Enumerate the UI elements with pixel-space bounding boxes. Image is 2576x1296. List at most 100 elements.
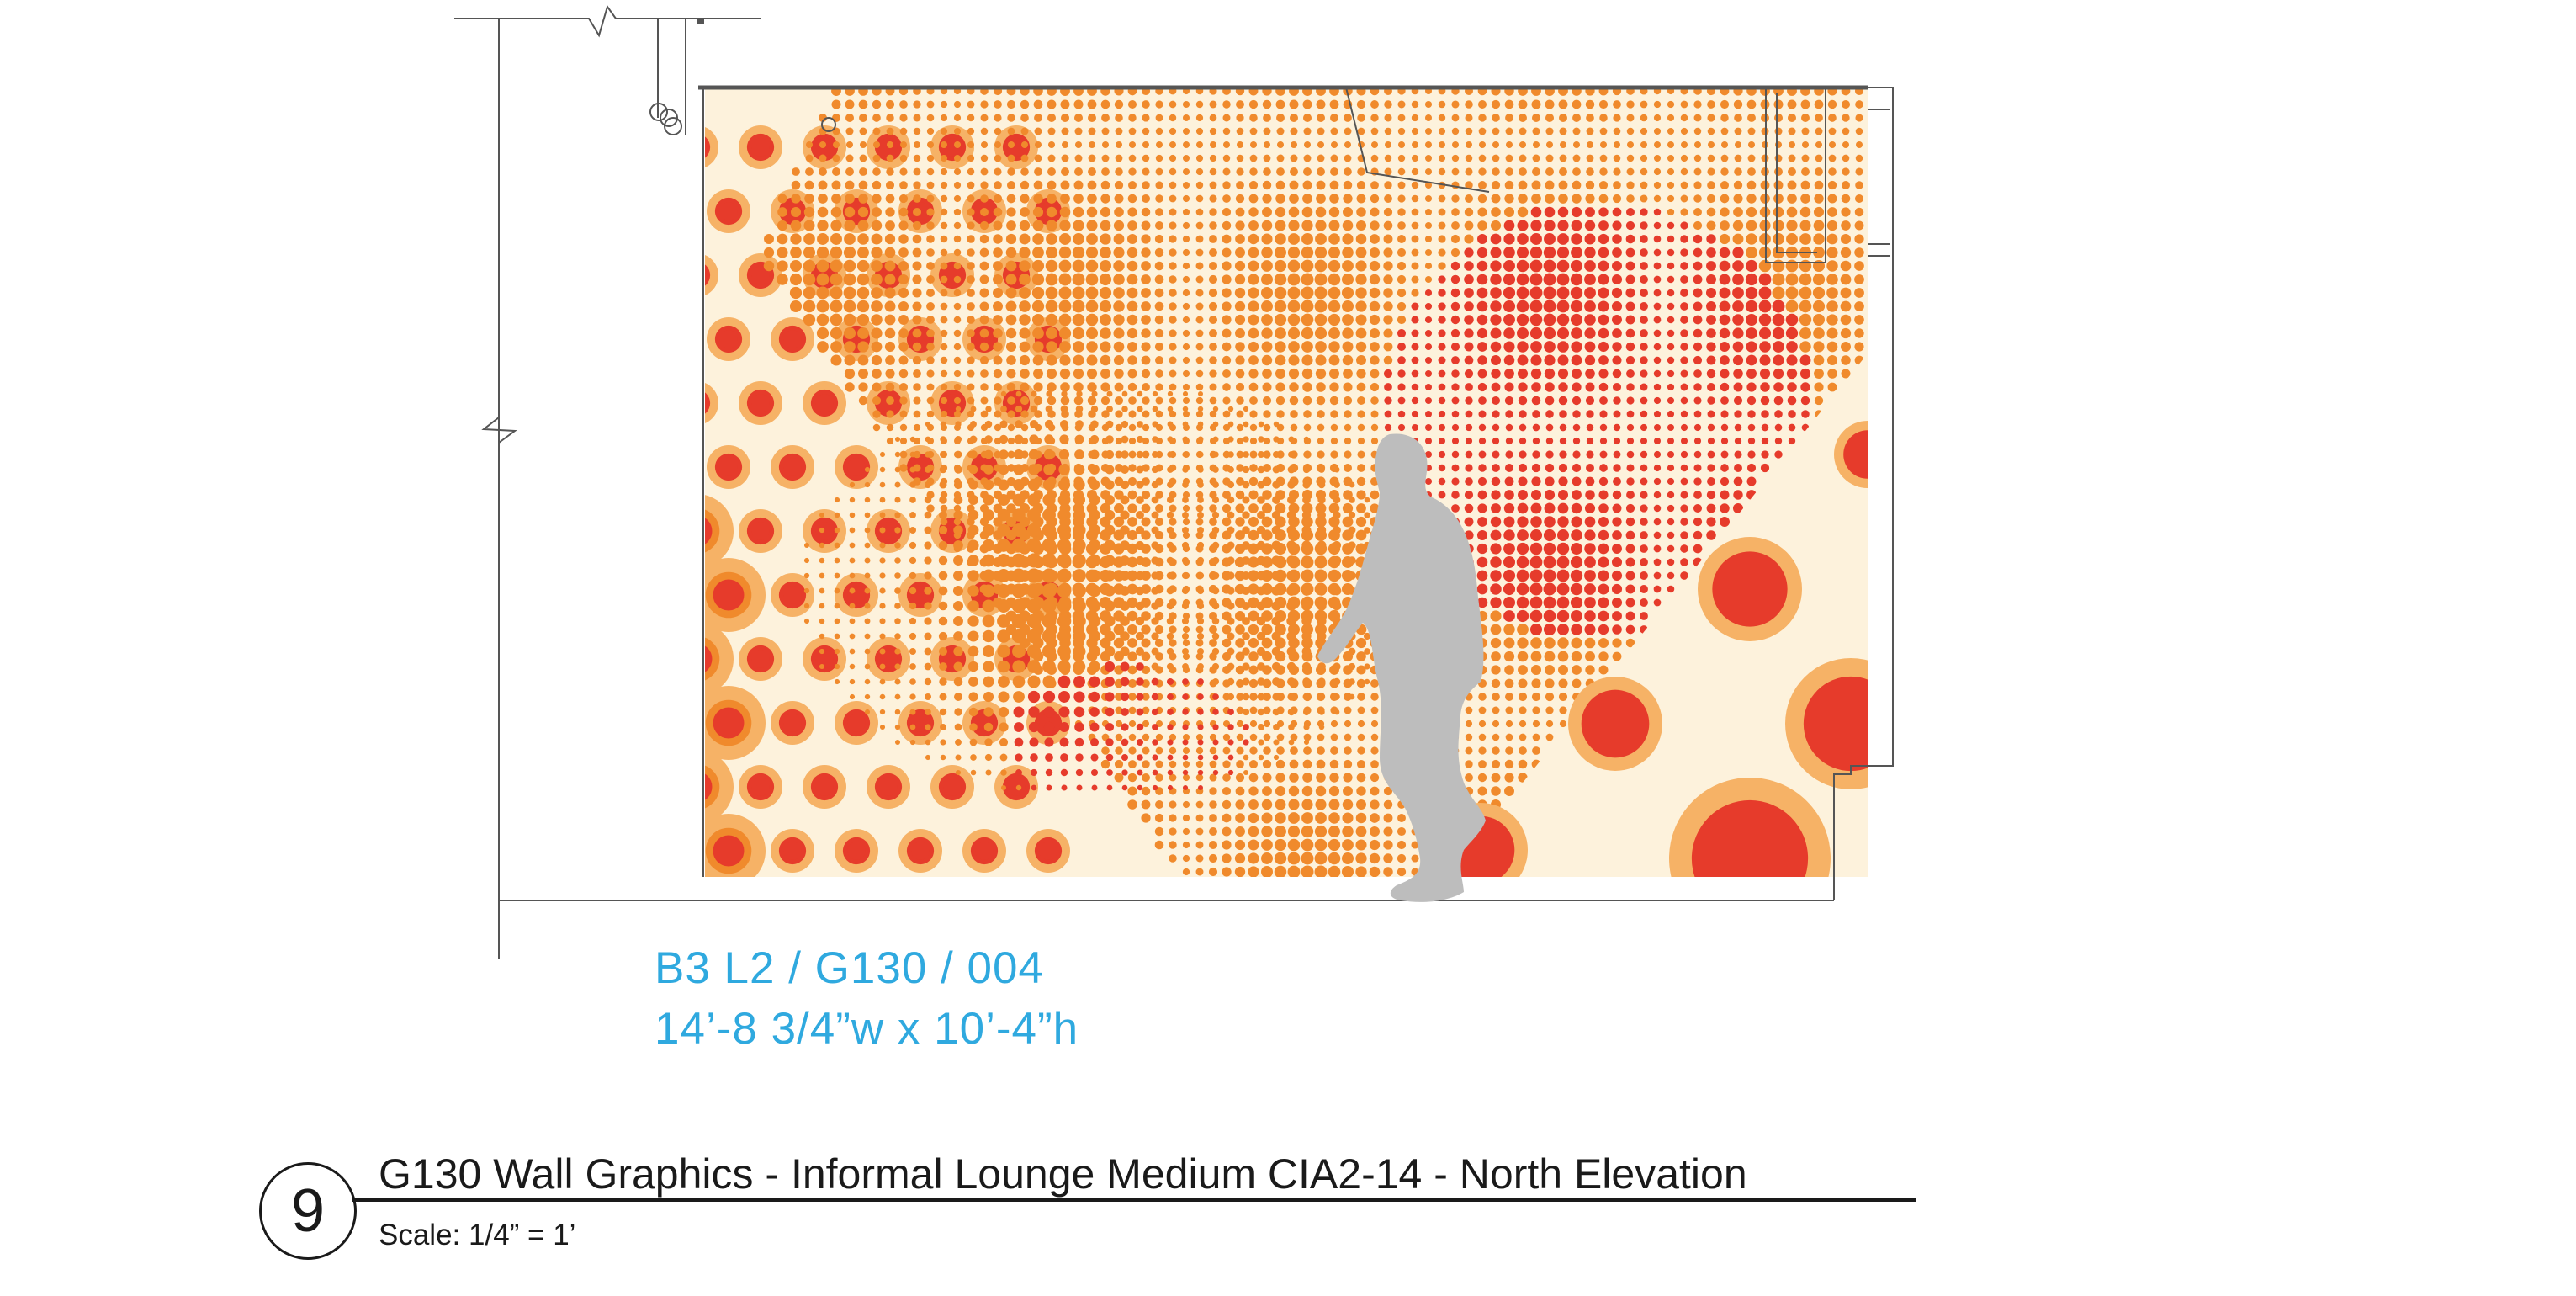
halftone-dot <box>967 127 975 135</box>
halftone-dot <box>1332 540 1342 550</box>
halftone-dot <box>1045 405 1053 413</box>
halftone-dot <box>1626 491 1635 499</box>
halftone-dot <box>1598 233 1609 245</box>
halftone-dot <box>1707 141 1715 149</box>
halftone-dot <box>1000 390 1007 397</box>
halftone-dot <box>1101 114 1110 122</box>
halftone-dot <box>1142 383 1150 391</box>
halftone-dot <box>1242 632 1250 640</box>
halftone-dot <box>1464 355 1474 365</box>
halftone-dot <box>1707 154 1715 162</box>
halftone-dot <box>1438 410 1446 418</box>
halftone-dot <box>1801 154 1810 162</box>
halftone-dot <box>1030 753 1038 762</box>
halftone-dot <box>1169 208 1177 216</box>
halftone-dot <box>1288 451 1295 458</box>
halftone-dot <box>1653 491 1662 499</box>
halftone-dot <box>1317 555 1327 566</box>
halftone-dot <box>1478 141 1487 149</box>
halftone-dot <box>1075 405 1084 413</box>
halftone-dot <box>1141 247 1151 258</box>
halftone-dot <box>1667 208 1675 216</box>
halftone-dot <box>1667 504 1675 513</box>
halftone-dot <box>864 693 871 700</box>
halftone-dot <box>1045 753 1053 762</box>
halftone-dot <box>1301 661 1312 672</box>
halftone-dot <box>803 557 810 564</box>
halftone-dot <box>1276 746 1285 755</box>
halftone-dot <box>1057 583 1072 598</box>
halftone-dot <box>938 601 948 611</box>
halftone-dot <box>1667 181 1675 189</box>
halftone-dot <box>1464 274 1474 284</box>
halftone-dot <box>1814 180 1824 190</box>
halftone-dot <box>1464 503 1474 513</box>
halftone-dot <box>1236 706 1244 714</box>
halftone-dot <box>1151 465 1159 474</box>
halftone-dot <box>1342 300 1354 312</box>
halftone-dot <box>1026 553 1042 568</box>
halftone-dot <box>1286 555 1296 566</box>
halftone-dot <box>864 542 871 549</box>
halftone-dot <box>1182 512 1189 518</box>
halftone-dot <box>1598 556 1609 568</box>
halftone-dot <box>1182 167 1190 176</box>
halftone-dot <box>1586 423 1594 432</box>
halftone-dot <box>1073 629 1086 643</box>
halftone-dot <box>1014 737 1024 747</box>
halftone-dot <box>1169 154 1177 162</box>
halftone-dot <box>1504 382 1514 392</box>
halftone-dot <box>997 614 1010 628</box>
halftone-dot <box>1236 100 1244 109</box>
halftone-dot <box>1318 451 1325 458</box>
halftone-dot <box>1020 180 1030 190</box>
halftone-dot <box>1087 194 1097 204</box>
halftone-dot <box>1046 784 1052 791</box>
halftone-dot <box>845 127 854 135</box>
halftone-dot <box>1424 302 1433 311</box>
halftone-dot <box>1127 476 1137 486</box>
halftone-dot <box>1019 300 1031 312</box>
halftone-dot <box>980 127 989 135</box>
halftone-dot <box>1089 494 1100 506</box>
halftone-dot <box>1613 410 1621 418</box>
halftone-dot <box>1585 207 1595 217</box>
halftone-dot <box>1450 288 1460 298</box>
halftone-dot <box>1209 167 1217 176</box>
halftone-dot <box>1046 341 1057 353</box>
halftone-dot <box>1242 526 1250 534</box>
halftone-dot <box>1011 598 1026 613</box>
halftone-dot <box>1545 154 1554 162</box>
halftone-dot <box>1301 354 1313 366</box>
halftone-dot <box>1101 141 1110 149</box>
halftone-dot <box>1556 542 1570 555</box>
halftone-dot <box>1006 503 1016 513</box>
halftone-dot <box>1519 450 1527 459</box>
halftone-dot <box>1011 613 1026 629</box>
halftone-dot <box>1490 287 1502 299</box>
halftone-dot <box>1007 437 1015 445</box>
halftone-dot <box>1626 181 1635 189</box>
halftone-dot <box>926 383 935 391</box>
halftone-dot <box>1222 154 1231 162</box>
halftone-dot <box>912 261 922 271</box>
halftone-dot <box>1356 396 1366 406</box>
halftone-dot <box>1142 100 1150 109</box>
halftone-dot <box>993 194 1003 204</box>
halftone-dot <box>1747 154 1756 162</box>
halftone-dot <box>1465 477 1473 486</box>
halftone-dot <box>926 289 935 297</box>
halftone-dot <box>1840 314 1852 326</box>
halftone-dot <box>979 328 989 338</box>
halftone-dot <box>1236 167 1244 176</box>
halftone-dot <box>1212 724 1219 730</box>
halftone-dot <box>1356 99 1366 109</box>
halftone-dot <box>898 234 909 244</box>
halftone-dot <box>1249 706 1258 714</box>
halftone-dot <box>1248 490 1259 500</box>
halftone-dot <box>1101 746 1110 755</box>
halftone-dot <box>953 262 962 270</box>
halftone-dot <box>1706 207 1716 217</box>
halftone-dot <box>1357 167 1365 176</box>
halftone-dot <box>1154 315 1164 325</box>
